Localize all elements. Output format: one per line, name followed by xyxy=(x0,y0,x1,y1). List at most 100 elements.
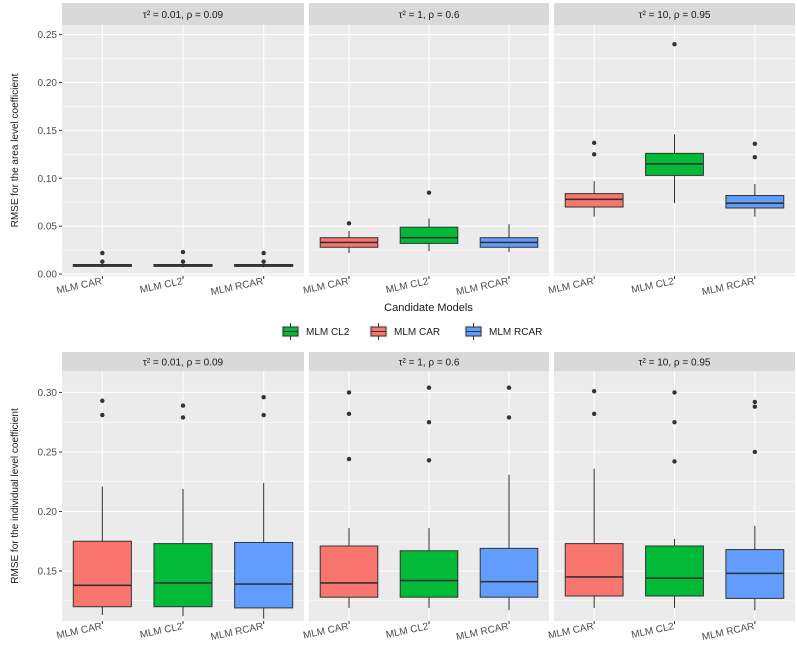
box-outlier xyxy=(346,390,352,395)
box-outlier xyxy=(591,140,597,146)
box-outlier xyxy=(752,449,758,455)
y-tick-label: 0.20 xyxy=(38,78,58,89)
box-iqr xyxy=(399,226,459,244)
box-outlier xyxy=(100,398,105,403)
x-tick-label: MLM RCAR xyxy=(210,276,264,298)
legend-label: MLM CL2 xyxy=(306,327,350,338)
facet-panel: τ² = 0.01, ρ = 0.09 0.00 0.05 0.10 0.15 0.20 0… xyxy=(10,3,304,298)
x-tick-label: MLM RCAR xyxy=(701,276,755,298)
facet-title: τ² = 1, ρ = 0.6 xyxy=(399,358,460,369)
box-outlier xyxy=(752,404,758,409)
x-tick-label: MLM CL2 xyxy=(385,621,430,641)
box-outlier xyxy=(100,259,105,264)
box-iqr xyxy=(564,543,624,597)
box-outlier xyxy=(752,141,758,146)
box-iqr xyxy=(399,550,459,598)
facet-strip xyxy=(62,352,304,371)
box-outlier xyxy=(100,412,105,418)
facet-panel: τ² = 0.01, ρ = 0.09 0.15 0.20 0.25 0.30 MLM C… xyxy=(10,352,304,643)
facet-title: τ² = 0.01, ρ = 0.09 xyxy=(143,358,224,369)
box-outlier xyxy=(346,411,352,417)
box-outlier xyxy=(672,419,677,425)
facet-strip xyxy=(554,352,795,371)
box-outlier xyxy=(672,459,677,464)
x-tick-label: MLM CAR xyxy=(56,621,103,641)
box-outlier xyxy=(591,411,597,417)
facet-panel: τ² = 1, ρ = 0.6 MLM CAR MLM CL2 MLM RCAR xyxy=(302,352,549,643)
y-tick-label: 0.20 xyxy=(38,507,58,518)
x-tick-label: MLM CL2 xyxy=(139,276,184,296)
x-tick-label: MLM CAR xyxy=(302,276,349,296)
box-outlier xyxy=(672,41,677,47)
box-outlier xyxy=(100,250,105,256)
box-outlier xyxy=(752,155,758,160)
box-outlier xyxy=(591,389,597,394)
box-outlier xyxy=(180,415,186,420)
y-tick-label: 0.25 xyxy=(38,447,58,458)
x-tick-label: MLM CL2 xyxy=(139,621,184,641)
box-outlier xyxy=(591,152,597,157)
facet-strip xyxy=(309,352,549,371)
x-tick-label: MLM CAR xyxy=(547,621,594,641)
x-tick-label: MLM RCAR xyxy=(455,621,509,643)
y-tick-label: 0.15 xyxy=(38,126,58,137)
x-tick-label: MLM CAR xyxy=(56,276,103,296)
legend-label: MLM CAR xyxy=(394,327,440,338)
box-outlier xyxy=(426,458,432,463)
x-tick-label: MLM RCAR xyxy=(210,621,264,643)
x-tick-label: MLM CL2 xyxy=(385,276,430,296)
x-tick-label: MLM CAR xyxy=(547,276,594,296)
box-outlier xyxy=(752,399,758,405)
box-outlier xyxy=(261,250,266,256)
x-tick-label: MLM CAR xyxy=(302,621,349,641)
y-tick-label: 0.15 xyxy=(38,567,58,578)
box-outlier xyxy=(261,412,266,418)
facet-title: τ² = 10, ρ = 0.95 xyxy=(639,358,711,369)
box-iqr xyxy=(153,543,213,608)
legend: MLM CL2 MLM CAR MLM RCAR xyxy=(281,323,542,340)
facet-title: τ² = 0.01, ρ = 0.09 xyxy=(143,10,224,21)
box-iqr xyxy=(72,540,132,608)
y-tick-label: 0.30 xyxy=(38,388,58,399)
y-tick-label: 0.10 xyxy=(38,174,58,185)
y-tick-label: 0.00 xyxy=(38,270,58,281)
x-tick-label: MLM RCAR xyxy=(455,276,509,298)
facet-strip xyxy=(309,3,549,25)
box-outlier xyxy=(426,419,432,425)
facet-strip xyxy=(554,3,795,25)
facet-panel: τ² = 10, ρ = 0.95 MLM CAR MLM CL2 MLM RCAR xyxy=(547,3,795,298)
facet-panel: τ² = 10, ρ = 0.95 MLM CAR MLM CL2 MLM RCAR xyxy=(547,352,795,643)
y-tick-label: 0.05 xyxy=(38,222,58,233)
box-iqr xyxy=(725,195,785,209)
facet-strip xyxy=(62,3,304,25)
x-tick-label: MLM CL2 xyxy=(630,621,675,641)
box-outlier xyxy=(180,403,186,408)
facet-title: τ² = 10, ρ = 0.95 xyxy=(639,10,711,21)
box-outlier xyxy=(346,221,352,226)
box-outlier xyxy=(672,390,677,395)
box-iqr xyxy=(479,547,539,598)
box-outlier xyxy=(346,456,352,462)
box-outlier xyxy=(180,249,186,255)
y-tick-label: 0.25 xyxy=(38,30,58,41)
box-outlier xyxy=(506,415,512,420)
box-iqr xyxy=(234,541,294,609)
legend-item: MLM CAR xyxy=(369,323,440,340)
box-outlier xyxy=(180,259,186,264)
box-outlier xyxy=(261,259,266,264)
facet-title: τ² = 1, ρ = 0.6 xyxy=(399,10,460,21)
x-tick-label: MLM RCAR xyxy=(701,621,755,643)
box-iqr xyxy=(319,545,379,598)
legend-item: MLM RCAR xyxy=(464,323,542,340)
legend-item: MLM CL2 xyxy=(281,323,350,340)
box-iqr xyxy=(645,545,704,597)
y-axis-label: RMSE for the area level coefficient xyxy=(10,73,21,227)
box-outlier xyxy=(426,385,432,390)
box-iqr xyxy=(564,193,624,208)
x-tick-label: MLM CL2 xyxy=(630,276,675,296)
x-axis-title: Candidate Models xyxy=(384,302,473,314)
box-outlier xyxy=(261,394,266,400)
legend-label: MLM RCAR xyxy=(489,327,542,338)
y-axis-label: RMSE for the individual level coefficien… xyxy=(10,408,21,584)
